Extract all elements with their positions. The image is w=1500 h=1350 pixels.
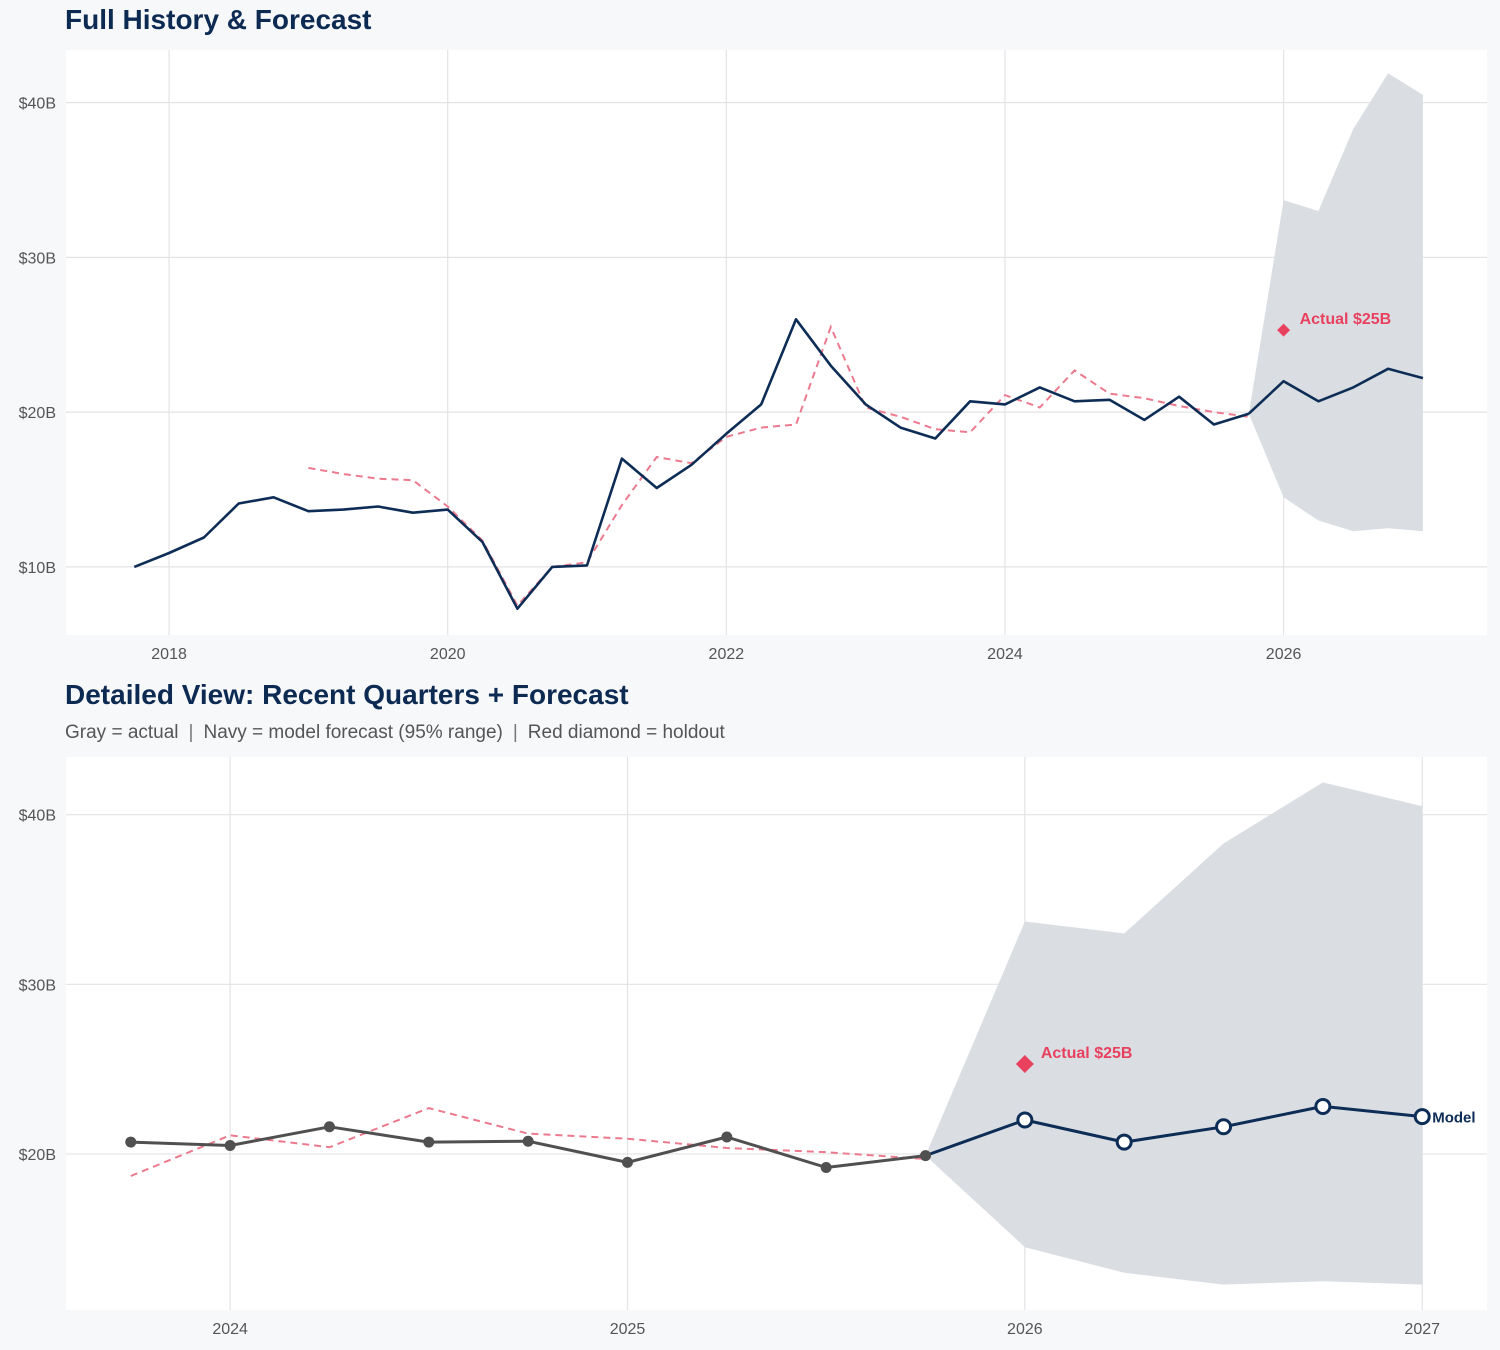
x-tick-label: 2026	[1007, 1321, 1043, 1338]
holdout-diamond	[1277, 323, 1291, 337]
actual-point	[224, 1139, 236, 1151]
model-label: Model	[1432, 1110, 1475, 1127]
x-tick-label: 2026	[1266, 646, 1302, 663]
actual-point	[820, 1162, 832, 1174]
actual-line	[133, 317, 1250, 611]
forecast-95-band	[925, 782, 1423, 1285]
chart-title-detailed-view: Detailed View: Recent Quarters + Forecas…	[65, 679, 629, 710]
chart-subtitle: Gray = actual | Navy = model forecast (95%…	[65, 722, 725, 744]
actual-point	[920, 1150, 932, 1162]
plot-panel	[66, 50, 1487, 635]
forecast-point	[1016, 1111, 1034, 1129]
actual-line	[130, 1125, 926, 1169]
x-tick-label: 2025	[610, 1321, 646, 1338]
chart-title-full-history: Full History & Forecast	[65, 4, 372, 35]
x-tick-label: 2024	[212, 1321, 248, 1338]
y-tick-label: $40B	[19, 808, 56, 825]
forecast-line	[924, 1104, 1423, 1158]
subtitle-red-holdout: Red diamond = holdout	[527, 722, 725, 743]
y-tick-label: $20B	[19, 405, 56, 422]
actual-point	[423, 1136, 435, 1148]
y-tick-label: $40B	[19, 96, 56, 113]
x-tick-label: 2027	[1404, 1321, 1440, 1338]
actual-point	[125, 1136, 137, 1148]
actual-point	[721, 1131, 733, 1143]
forecast-point	[1413, 1108, 1431, 1126]
subtitle-separator: |	[188, 722, 194, 743]
x-tick-label: 2020	[430, 646, 466, 663]
plot-panel	[66, 757, 1487, 1310]
y-tick-label: $10B	[19, 560, 56, 577]
forecast-point	[1115, 1133, 1133, 1151]
subtitle-gray-actual: Gray = actual	[65, 722, 179, 743]
holdout-label: Actual $25B	[1300, 311, 1392, 328]
subtitle-separator: |	[512, 722, 518, 743]
forecast-line	[1247, 367, 1424, 415]
forecast-point	[1314, 1097, 1332, 1115]
y-tick-label: $30B	[19, 250, 56, 267]
forecast-95-band	[1248, 73, 1423, 532]
chart-full-history: 2018 2020 2022 2024 2026 $10B $20B $30B $40B Actu…	[19, 50, 1487, 663]
actual-point	[323, 1121, 335, 1133]
actual-point	[522, 1135, 534, 1147]
subtitle-navy-forecast: Navy = model forecast (95% range)	[203, 722, 503, 743]
x-tick-label: 2022	[709, 646, 745, 663]
backtest-line	[308, 324, 1249, 608]
holdout-label: Actual $25B	[1041, 1045, 1133, 1062]
y-tick-label: $20B	[19, 1147, 56, 1164]
x-tick-label: 2024	[987, 646, 1023, 663]
y-tick-label: $30B	[19, 977, 56, 994]
backtest-line	[130, 1107, 926, 1177]
forecast-point	[1215, 1118, 1233, 1136]
x-tick-label: 2018	[151, 646, 187, 663]
actual-point	[621, 1156, 633, 1168]
holdout-diamond	[1015, 1055, 1034, 1074]
